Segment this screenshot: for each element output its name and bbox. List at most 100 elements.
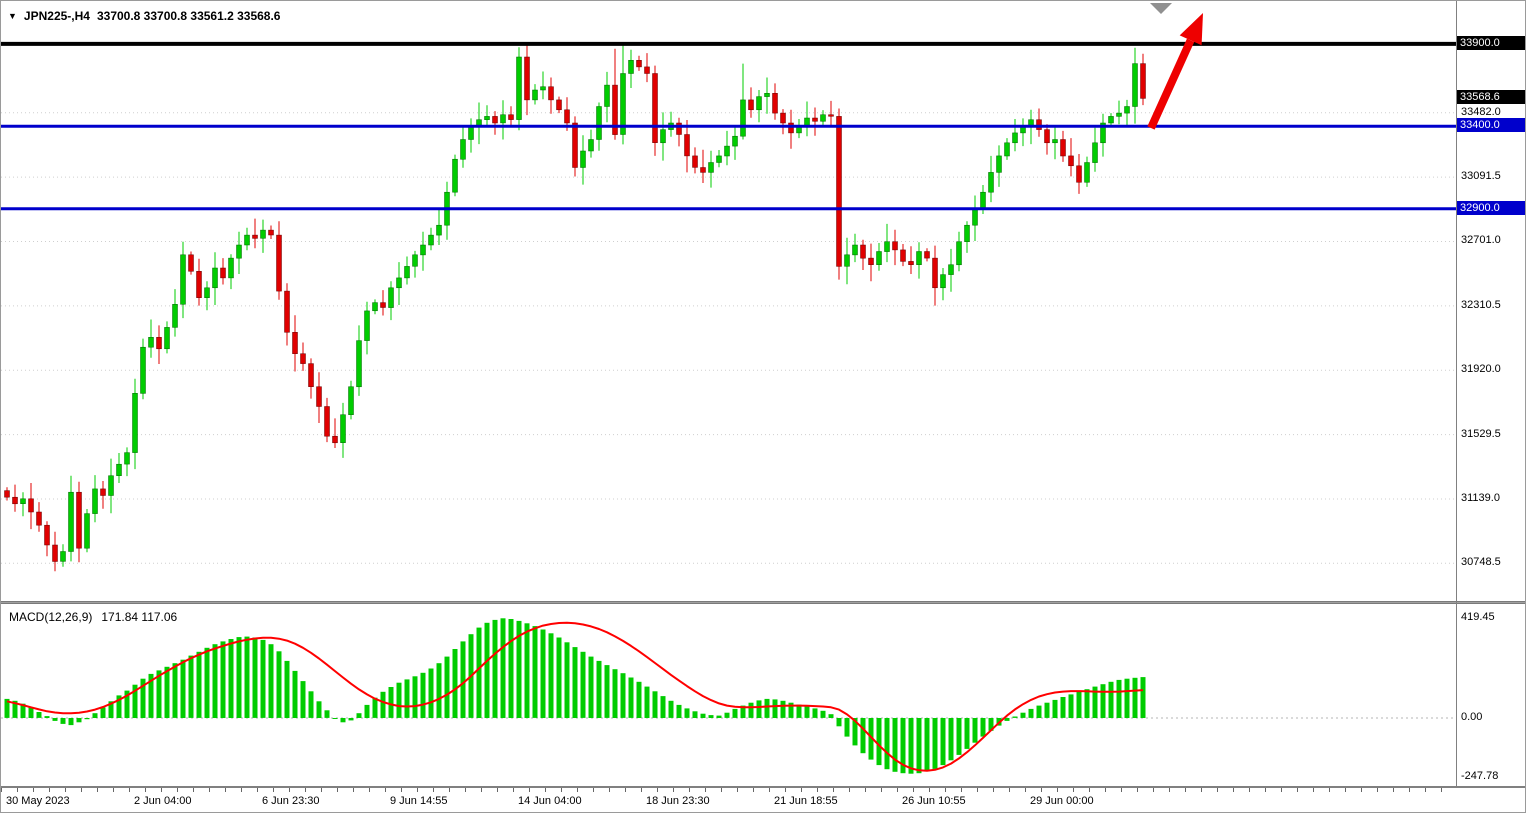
price-axis-label: 32310.5 (1461, 298, 1501, 311)
candle-body (156, 337, 162, 350)
candle-body (284, 290, 290, 333)
candle-body (892, 241, 898, 251)
candle-body (844, 254, 850, 267)
candle-body (940, 274, 946, 289)
candle-body (788, 122, 794, 134)
macd-histogram-bar (1100, 684, 1106, 718)
candle-body (884, 241, 890, 252)
macd-histogram-bar (452, 649, 458, 718)
price-chart-canvas[interactable] (1, 1, 1456, 601)
price-axis[interactable]: 33482.0 33091.5 32701.0 32310.5 31920.0 31529… (1456, 1, 1525, 601)
candle-body (556, 99, 562, 111)
macd-histogram-bar (516, 620, 522, 718)
macd-histogram-bar (1052, 699, 1058, 718)
candle-body (676, 122, 682, 135)
candle-body (484, 116, 490, 120)
macd-histogram-bar (756, 700, 762, 718)
macd-histogram-bar (404, 679, 410, 718)
macd-histogram-bar (428, 668, 434, 718)
macd-histogram-bar (52, 718, 58, 721)
candle-body (740, 99, 746, 137)
candle-body (724, 145, 730, 157)
macd-histogram-bar (172, 663, 178, 718)
candle-body (292, 332, 298, 354)
trend-arrow[interactable] (1147, 38, 1195, 130)
candle-body (932, 257, 938, 289)
macd-signal-line (6, 621, 1144, 772)
candle-body (828, 114, 834, 117)
axis-separator-line (1456, 1, 1457, 786)
macd-histogram-bar (4, 698, 10, 718)
candle-body (604, 84, 610, 107)
chart-header: ▼ JPN225-,H4 33700.8 33700.8 33561.2 335… (8, 9, 280, 23)
candle-body (28, 498, 34, 513)
macd-histogram-bar (492, 619, 498, 718)
candle-body (524, 56, 530, 101)
candle-body (204, 287, 210, 298)
macd-histogram-bar (340, 718, 346, 723)
macd-histogram-bar (660, 696, 666, 718)
macd-histogram-bar (892, 718, 898, 772)
macd-histogram-bar (724, 712, 730, 718)
macd-histogram-bar (76, 718, 82, 723)
candle-body (580, 150, 586, 168)
candle-body (596, 106, 602, 140)
candle-body (636, 60, 642, 68)
candle-body (396, 277, 402, 289)
candle-body (380, 302, 386, 308)
candle-body (652, 73, 658, 143)
candle-body (20, 498, 26, 504)
candle-body (180, 254, 186, 305)
candle-body (1116, 112, 1122, 117)
ohlc-values: 33700.8 33700.8 33561.2 33568.6 (96, 9, 281, 23)
macd-histogram-bar (116, 695, 122, 718)
macd-histogram-bar (988, 718, 994, 731)
macd-histogram-bar (500, 618, 506, 718)
macd-histogram-bar (1084, 689, 1090, 718)
macd-chart-canvas[interactable] (1, 604, 1456, 786)
candle-body (996, 155, 1002, 173)
macd-histogram-bar (796, 704, 802, 718)
price-axis-label: 30748.5 (1461, 556, 1501, 569)
macd-value-axis[interactable]: 419.45 0.00 -247.78 (1456, 604, 1525, 786)
current-price-badge: 33568.6 (1457, 90, 1525, 105)
macd-histogram-bar (380, 691, 386, 718)
macd-histogram-bar (484, 622, 490, 718)
candle-body (916, 251, 922, 265)
macd-histogram-bar (828, 714, 834, 718)
candle-body (388, 287, 394, 308)
candle-body (516, 56, 522, 120)
chart-shift-marker-icon[interactable] (1150, 3, 1172, 14)
panel-splitter[interactable] (1, 601, 1525, 604)
time-tick-marks (1, 788, 1456, 792)
macd-histogram-bar (548, 633, 554, 718)
macd-histogram-bar (1020, 712, 1026, 718)
chart-menu-icon[interactable]: ▼ (8, 11, 17, 21)
macd-histogram-bar (188, 655, 194, 718)
macd-histogram-bar (644, 686, 650, 718)
time-axis[interactable]: 30 May 2023 2 Jun 04:00 6 Jun 23:30 9 Jun 1… (1, 788, 1525, 812)
candle-body (428, 234, 434, 246)
candle-body (236, 244, 242, 259)
candle-body (508, 114, 514, 120)
macd-histogram-bar (460, 641, 466, 718)
candle-body (228, 257, 234, 279)
candle-body (84, 513, 90, 549)
candle-body (452, 158, 458, 193)
candle-body (404, 266, 410, 279)
macd-histogram-bar (356, 713, 362, 718)
macd-histogram-bar (164, 666, 170, 718)
candle-body (124, 452, 130, 465)
macd-histogram-bar (1068, 694, 1074, 718)
candle-body (756, 96, 762, 111)
macd-histogram-bar (668, 700, 674, 718)
macd-histogram-bar (180, 659, 186, 718)
time-axis-label: 9 Jun 14:55 (390, 795, 448, 807)
macd-histogram-bar (68, 718, 74, 726)
candle-body (1052, 139, 1058, 144)
candle-body (620, 73, 626, 135)
candle-body (1132, 63, 1138, 107)
candle-body (1084, 162, 1090, 183)
candle-body (300, 353, 306, 364)
